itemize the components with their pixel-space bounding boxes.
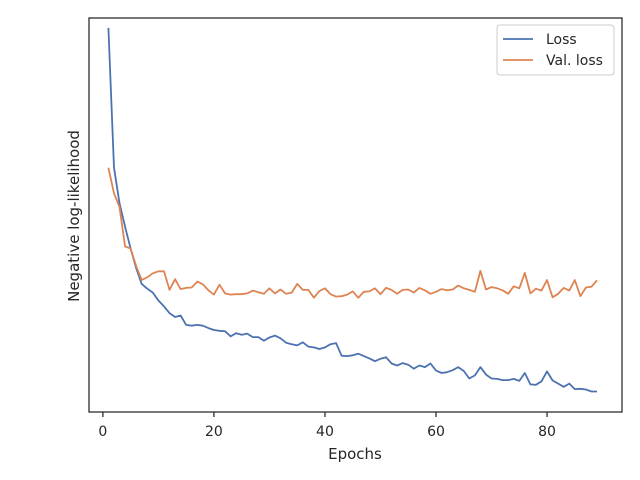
x-tick-label: 40 — [316, 424, 334, 440]
series-line-loss — [107, 27, 597, 393]
legend: Loss Val. loss — [496, 24, 615, 76]
x-axis-label: Epochs — [328, 445, 382, 463]
legend-label-val-loss: Val. loss — [546, 53, 603, 69]
x-tick-label: 80 — [538, 424, 556, 440]
legend-label-loss: Loss — [546, 32, 577, 48]
legend-box — [496, 24, 615, 76]
plot-frame — [88, 17, 623, 413]
x-tick-label: 20 — [205, 424, 223, 440]
plot-area — [107, 27, 598, 393]
x-axis-ticks: 0 20 40 60 80 — [98, 412, 556, 440]
series-line-val-loss — [107, 167, 598, 299]
y-axis-label: Negative log-likelihood — [65, 130, 83, 302]
x-tick-label: 0 — [98, 424, 107, 440]
x-tick-label: 60 — [427, 424, 445, 440]
